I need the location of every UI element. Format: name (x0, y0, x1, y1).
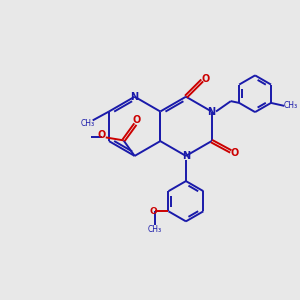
Text: O: O (133, 115, 141, 125)
Text: N: N (130, 92, 139, 102)
Text: CH₃: CH₃ (148, 225, 162, 234)
Text: O: O (230, 148, 239, 158)
Text: N: N (208, 106, 216, 116)
Text: O: O (98, 130, 106, 140)
Text: CH₃: CH₃ (284, 101, 298, 110)
Text: CH₃: CH₃ (80, 119, 94, 128)
Text: O: O (150, 207, 158, 216)
Text: O: O (202, 74, 210, 84)
Text: N: N (182, 151, 190, 161)
